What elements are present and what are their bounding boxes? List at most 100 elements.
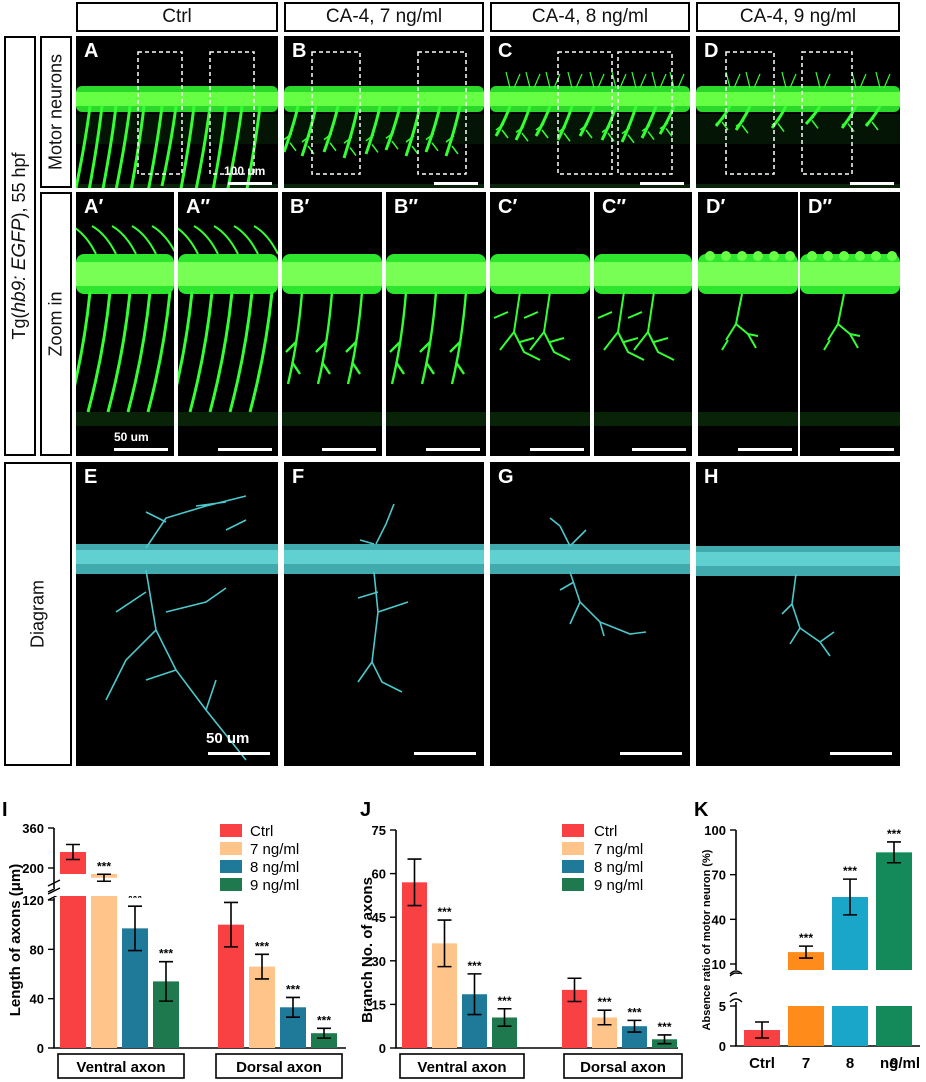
- diagram-panel: G: [490, 462, 690, 766]
- error-bar: [97, 873, 111, 883]
- scale-bar: [228, 182, 272, 185]
- legend-swatch: [220, 860, 242, 873]
- chart-panel-k: K Absence ratio of motor neuron (%) 0 5 10…: [694, 799, 920, 1072]
- panel-letter-j: J: [360, 799, 371, 821]
- legend-swatch: [562, 824, 584, 837]
- error-bar: [159, 960, 173, 1002]
- significance-label: ***: [255, 939, 269, 953]
- panel-label: C′: [498, 196, 518, 218]
- tick-label: 15: [372, 997, 386, 1012]
- error-bar: [224, 901, 238, 948]
- micrograph-panel: D: [696, 36, 900, 188]
- panel-label: D′: [706, 196, 726, 218]
- category-label: 7: [802, 1055, 810, 1072]
- column-header-7ng: CA-4, 7 ng/ml: [284, 2, 484, 32]
- tick-label: 120: [22, 893, 44, 908]
- scale-bar: [850, 182, 894, 185]
- tick-label: 80: [30, 942, 44, 957]
- micrograph-panel: A 100 um: [76, 36, 278, 188]
- scale-bar: [632, 448, 686, 451]
- error-bar: [286, 996, 300, 1018]
- error-bar: [497, 1007, 512, 1027]
- bar: [788, 952, 824, 970]
- legend-swatch: [220, 842, 242, 855]
- panel-label: G: [498, 466, 514, 488]
- tick-label: 0: [37, 1041, 44, 1056]
- error-bar: [467, 973, 482, 1016]
- panel-label: C″: [602, 196, 627, 218]
- group-box: [215, 1053, 343, 1079]
- legend-label: 9 ng/ml: [250, 877, 299, 894]
- bar: [876, 852, 912, 970]
- category-label: Ctrl: [749, 1055, 775, 1072]
- tick-label: 100: [704, 823, 726, 838]
- column-header-9ng: CA-4, 9 ng/ml: [696, 2, 900, 32]
- diagram-panel: F: [284, 462, 484, 766]
- column-header-8ng: CA-4, 8 ng/ml: [490, 2, 690, 32]
- tick-label: 45: [372, 910, 386, 925]
- scale-bar: [840, 448, 894, 451]
- error-bar: [255, 953, 269, 980]
- row-title-motor-neurons: Motor neurons: [40, 36, 72, 188]
- scale-bar-label: 50 um: [206, 730, 250, 747]
- error-bar: [317, 1027, 331, 1039]
- panel-letter-k: K: [694, 799, 709, 821]
- diagram-panel: E 50 um: [76, 462, 278, 766]
- tick-label: 60: [372, 867, 386, 882]
- row-title-diagram: Diagram: [4, 462, 72, 766]
- significance-label: ***: [497, 994, 511, 1008]
- panel-label: D″: [808, 196, 833, 218]
- unit-label: ng/ml: [880, 1055, 920, 1072]
- significance-label: ***: [597, 995, 611, 1009]
- tick-label: 0: [719, 1039, 726, 1054]
- bar: [311, 1033, 337, 1048]
- legend-label: 9 ng/ml: [594, 877, 643, 894]
- scale-bar: [530, 448, 584, 451]
- significance-label: ***: [97, 859, 111, 873]
- legend-swatch: [562, 878, 584, 891]
- scale-bar: [830, 752, 892, 755]
- scale-bar: [114, 448, 168, 451]
- panel-label: F: [292, 466, 305, 488]
- scale-bar: [640, 182, 684, 185]
- significance-label: ***: [159, 947, 173, 961]
- panel-label: D: [704, 40, 719, 62]
- ylabel-j: Branch No. of axons: [359, 877, 376, 1023]
- tick-label: 10: [712, 957, 726, 972]
- group-box: [399, 1053, 525, 1079]
- zoom-panel: D″: [800, 192, 900, 456]
- scale-bar: [218, 448, 272, 451]
- error-bar: [128, 905, 142, 952]
- scale-bar: [426, 448, 480, 451]
- error-bar: [843, 878, 857, 916]
- group-label: Dorsal axon: [580, 1059, 666, 1076]
- tick-label: 30: [372, 954, 386, 969]
- scale-bar: [208, 752, 270, 755]
- error-bar: [755, 1021, 769, 1039]
- significance-label: ***: [799, 931, 813, 945]
- bar: [91, 894, 117, 1048]
- legend-label: Ctrl: [250, 823, 273, 840]
- zoom-panel: A″: [178, 192, 278, 456]
- zoom-panel: D′: [698, 192, 798, 456]
- error-bar: [407, 858, 422, 907]
- scale-bar: [738, 448, 792, 451]
- panel-label: B′: [290, 196, 310, 218]
- group-box: [563, 1053, 683, 1079]
- error-bar: [799, 945, 813, 959]
- tick-label: 75: [372, 823, 386, 838]
- row-title-zoom-in: Zoom in: [40, 192, 72, 456]
- bar: [402, 882, 427, 1048]
- zoom-panel: C″: [594, 192, 692, 456]
- legend-label: 7 ng/ml: [250, 841, 299, 858]
- bar: [249, 966, 275, 1048]
- chart-panel-i: I Length of axons (μm) 0 40 80 120 200 360 ***…: [2, 799, 346, 1079]
- scale-bar: [414, 752, 476, 755]
- error-bar: [657, 1034, 672, 1045]
- legend-label: 7 ng/ml: [594, 841, 643, 858]
- significance-label: ***: [657, 1020, 671, 1034]
- panel-letter-i: I: [2, 799, 8, 821]
- scale-bar: [434, 182, 478, 185]
- error-bar: [567, 977, 582, 1003]
- panel-label: A: [84, 40, 99, 62]
